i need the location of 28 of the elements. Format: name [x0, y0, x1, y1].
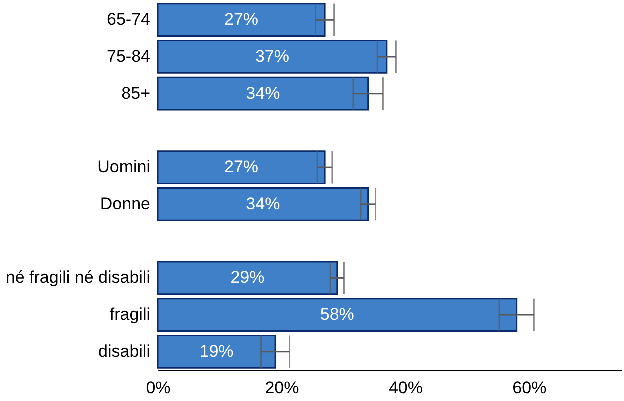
y-tick-label: 65-74 [107, 10, 150, 30]
bar [157, 298, 518, 332]
data-label: 37% [255, 46, 290, 66]
data-label: 27% [224, 10, 259, 30]
data-label: 58% [320, 305, 354, 324]
y-tick-label: fragili [110, 305, 150, 324]
x-tick-label: 40% [388, 378, 423, 398]
data-label: 19% [200, 342, 234, 361]
data-label: 34% [246, 194, 280, 214]
y-tick-label: né fragili né disabili [6, 268, 150, 288]
data-label: 34% [246, 84, 280, 103]
bar [157, 40, 388, 74]
y-tick-label: 75-84 [107, 46, 150, 66]
y-tick-label: Donne [100, 194, 150, 214]
bar [157, 187, 370, 222]
bar [157, 261, 338, 296]
data-label: 29% [230, 268, 265, 288]
y-tick-label: 85+ [122, 84, 151, 103]
x-tick-label: 60% [512, 378, 547, 398]
data-label: 27% [224, 158, 259, 177]
y-tick-label: disabili [98, 342, 150, 361]
bar [157, 3, 326, 38]
x-tick-label: 0% [146, 378, 171, 398]
y-tick-label: Uomini [98, 158, 150, 177]
bar [157, 334, 276, 369]
x-tick-label: 20% [265, 378, 300, 398]
bar [157, 150, 326, 185]
bar [157, 76, 370, 111]
